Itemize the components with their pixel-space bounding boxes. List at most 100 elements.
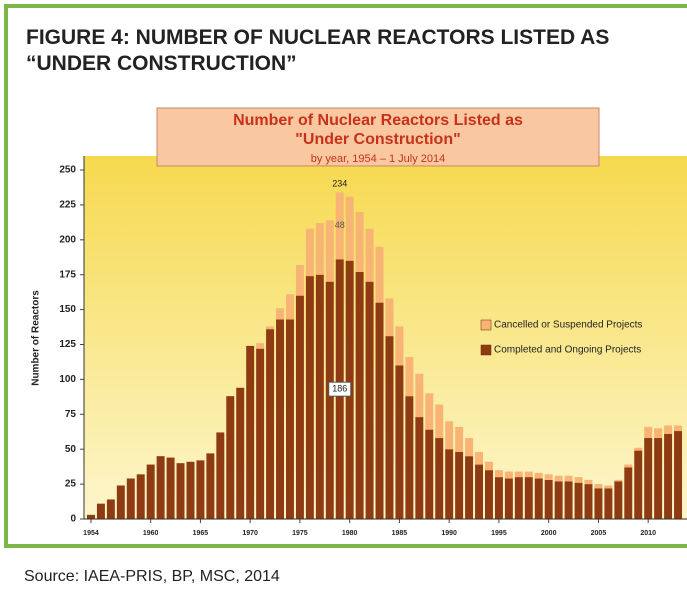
x-tick-label: 1960 — [143, 530, 159, 537]
figure-title: FIGURE 4: NUMBER OF NUCLEAR REACTORS LIS… — [26, 26, 609, 75]
bar-segment — [465, 456, 474, 519]
bar-segment — [584, 479, 593, 485]
bar-segment — [325, 281, 334, 519]
y-tick-label: 25 — [65, 479, 77, 490]
x-tick-label: 1954 — [83, 530, 99, 537]
bar-segment — [664, 425, 673, 434]
bar-segment — [276, 308, 285, 320]
bar-segment — [266, 326, 275, 330]
bar-segment — [574, 482, 583, 519]
bar-segment — [285, 294, 294, 320]
x-tick-label: 1980 — [342, 530, 358, 537]
chart-title-line: Number of Nuclear Reactors Listed as — [233, 112, 523, 129]
bar-segment — [425, 429, 434, 519]
bar-segment — [524, 471, 533, 478]
figure-title-line: “UNDER CONSTRUCTION” — [26, 52, 297, 75]
bar-segment — [325, 220, 334, 282]
legend-label: Cancelled or Suspended Projects — [494, 320, 642, 331]
bar-segment — [355, 211, 364, 272]
bar-segment — [674, 425, 683, 432]
bar-segment — [445, 449, 454, 519]
y-tick-label: 125 — [59, 339, 76, 350]
bar-segment — [504, 478, 513, 519]
bar-segment — [96, 503, 105, 519]
bar-segment — [604, 485, 613, 489]
value-label: 48 — [335, 220, 345, 230]
bar-segment — [435, 404, 444, 439]
bar-segment — [654, 428, 663, 439]
bar-segment — [654, 438, 663, 519]
x-tick-label: 1975 — [292, 530, 308, 537]
y-tick-label: 0 — [70, 514, 76, 525]
bar-segment — [276, 319, 285, 519]
bar-segment — [365, 228, 374, 282]
bar-segment — [465, 438, 474, 457]
y-tick-label: 50 — [65, 444, 77, 455]
y-axis-label: Number of Reactors — [31, 290, 42, 386]
bar-segment — [146, 464, 155, 519]
bar-segment — [504, 471, 513, 479]
bar-segment — [156, 456, 165, 519]
bar-segment — [455, 426, 464, 452]
x-tick-label: 1985 — [392, 530, 408, 537]
y-tick-label: 225 — [59, 200, 76, 211]
legend-label: Completed and Ongoing Projects — [494, 345, 641, 356]
chart-title-line: "Under Construction" — [295, 131, 460, 148]
bar-segment — [226, 396, 235, 519]
bar-segment — [614, 479, 623, 482]
bar-segment — [136, 474, 145, 519]
bar-segment — [435, 438, 444, 519]
x-tick-label: 1995 — [491, 530, 507, 537]
bar-segment — [395, 326, 404, 366]
bar-segment — [475, 464, 484, 519]
bar-segment — [196, 460, 205, 519]
bar-segment — [594, 484, 603, 489]
bar-segment — [86, 514, 95, 519]
bar-segment — [315, 223, 324, 275]
bar-segment — [524, 477, 533, 519]
bar-segment — [176, 463, 185, 519]
bar-segment — [266, 329, 275, 519]
bar-segment — [415, 373, 424, 418]
bar-segment — [305, 276, 314, 519]
bar-segment — [604, 488, 613, 519]
bar-segment — [246, 345, 255, 519]
source: Source: IAEA-PRIS, BP, MSC, 2014 — [24, 568, 280, 585]
bar-segment — [385, 336, 394, 519]
total-label: 234 — [332, 179, 347, 189]
x-tick-label: 1970 — [242, 530, 258, 537]
bar-segment — [395, 365, 404, 519]
bar-segment — [256, 343, 265, 349]
y-tick-label: 150 — [59, 304, 76, 315]
bar-segment — [674, 431, 683, 519]
bar-segment — [634, 450, 643, 519]
bar-segment — [285, 319, 294, 519]
bar-segment — [106, 499, 115, 519]
bar-segment — [574, 477, 583, 483]
bar-segment — [425, 393, 434, 430]
bar-segment — [295, 264, 304, 296]
x-tick-label: 1990 — [441, 530, 457, 537]
bar-segment — [355, 271, 364, 519]
bar-segment — [514, 477, 523, 519]
bar-segment — [385, 298, 394, 337]
bar-segment — [455, 451, 464, 519]
bar-segment — [644, 438, 653, 519]
bar-segment — [256, 348, 265, 519]
bar-segment — [624, 467, 633, 519]
chart-subtitle: by year, 1954 – 1 July 2014 — [311, 153, 446, 165]
chart-title: Number of Nuclear Reactors Listed as "Und… — [233, 112, 523, 148]
bar-segment — [445, 421, 454, 450]
x-tick-label: 2010 — [640, 530, 656, 537]
bar-segment — [116, 485, 125, 519]
bar-segment — [534, 472, 543, 479]
bar-segment — [534, 478, 543, 519]
y-tick-label: 250 — [59, 165, 76, 176]
bar-segment — [405, 357, 414, 397]
bar-segment — [365, 281, 374, 519]
bar-segment — [315, 274, 324, 519]
bar-segment — [405, 396, 414, 519]
bar-segment — [564, 481, 573, 519]
